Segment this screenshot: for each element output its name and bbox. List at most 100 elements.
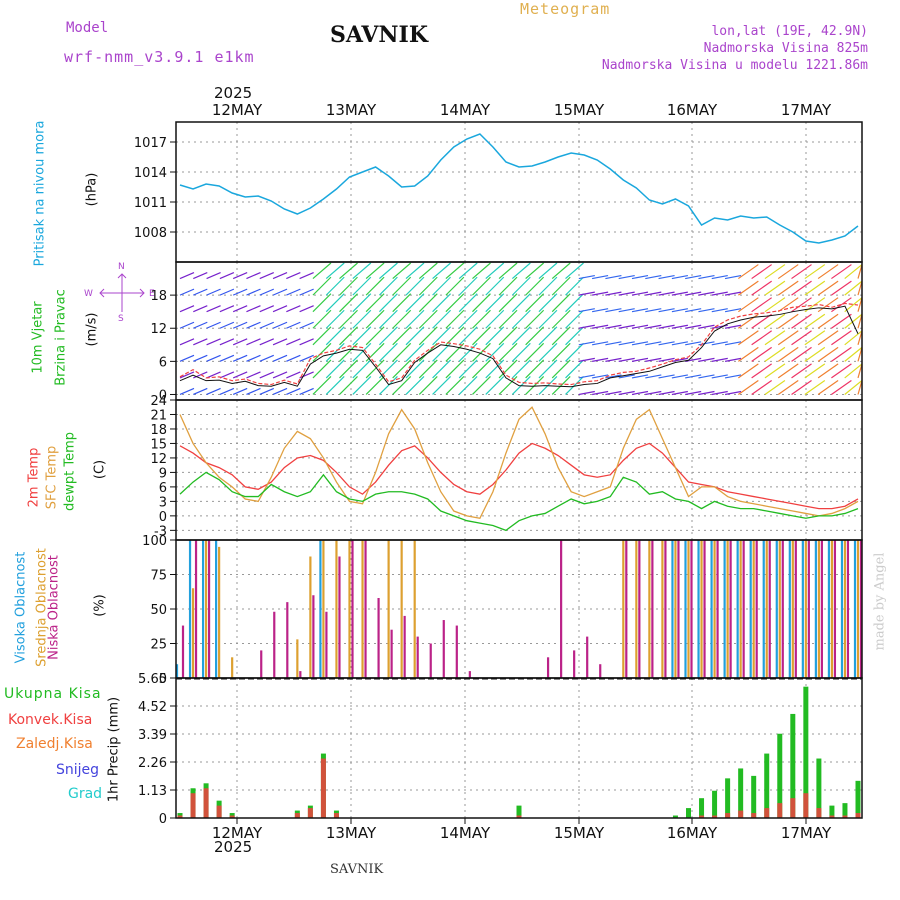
wind-arrow — [193, 321, 208, 329]
wind-arrow — [498, 326, 518, 346]
wind-arrow — [724, 374, 742, 379]
wind-arrow — [325, 309, 345, 329]
wind-arrow — [365, 293, 385, 313]
wind-arrow — [844, 264, 863, 280]
wind-arrow — [365, 276, 385, 296]
wind-arrow — [525, 309, 545, 329]
wind-arrow — [472, 293, 491, 313]
wind-arrow — [551, 326, 571, 346]
x-tick-label-top: 15MAY — [554, 101, 605, 119]
wind-arrow — [751, 313, 772, 329]
wind-arrow — [206, 321, 221, 329]
wind-arrow — [472, 309, 491, 329]
wind-arrow — [312, 376, 332, 395]
wind-arrow — [658, 390, 675, 396]
wind-arrow — [259, 354, 275, 362]
wind-arrow — [392, 262, 412, 280]
wind-arrow — [472, 342, 491, 362]
wind-arrow — [219, 305, 235, 313]
wind-arrow — [551, 376, 571, 395]
wind-arrow — [698, 341, 715, 346]
wind-arrow — [339, 309, 358, 329]
wind-arrow — [418, 326, 438, 346]
wind-arrow — [458, 359, 478, 379]
wind-arrow — [698, 324, 715, 329]
wind-arrow — [658, 374, 675, 379]
wind-arrow — [392, 376, 412, 395]
wind-arrow — [764, 280, 786, 296]
wind-arrow — [525, 326, 545, 346]
y-tick-label: 21 — [150, 408, 167, 423]
wind-arrow — [445, 262, 465, 280]
wind-arrow — [286, 354, 301, 362]
wind-arrow — [565, 376, 584, 395]
conv-precip-bar — [777, 803, 783, 818]
wind-arrow — [578, 291, 595, 296]
wind-arrow — [511, 276, 531, 296]
wind-arrow — [671, 357, 688, 362]
wind-arrow — [724, 274, 742, 280]
wind-arrow — [445, 293, 465, 313]
conv-precip-bar — [751, 813, 757, 818]
wind-arrow — [259, 305, 275, 313]
wind-arrow — [312, 342, 332, 362]
wind-arrow — [844, 280, 863, 296]
wind-arrow — [193, 288, 208, 296]
wind-arrow — [312, 359, 332, 379]
wind-arrow — [472, 276, 491, 296]
wind-arrow — [405, 359, 425, 379]
wind-arrow — [592, 324, 609, 329]
y-tick-label: 1014 — [134, 166, 167, 181]
wind-arrow — [764, 379, 786, 395]
wind-arrow — [764, 313, 786, 329]
wind-arrow — [618, 274, 635, 280]
wind-arrow — [458, 262, 478, 280]
wind-arrow — [219, 371, 235, 379]
wind-arrow — [432, 262, 451, 280]
wind-arrow — [485, 309, 505, 329]
wind-arrow — [831, 264, 852, 280]
lonlat-label: lon,lat (19E, 42.9N) — [711, 24, 868, 39]
wind-arrow — [658, 291, 675, 296]
wind-arrow — [711, 357, 728, 362]
wind-arrow — [378, 326, 398, 346]
wind-arrow — [592, 390, 609, 396]
wind-arrow — [458, 326, 478, 346]
wind-arrow — [232, 305, 248, 313]
wind-arrow — [379, 262, 398, 280]
wind-arrow — [286, 321, 301, 329]
wind-arrow — [352, 293, 372, 313]
wind-arrow — [312, 276, 332, 296]
wind-arrow — [631, 357, 649, 362]
wind-arrow — [432, 326, 452, 346]
wind-arrow — [685, 341, 702, 346]
wind-arrow — [791, 313, 812, 329]
wind-arrow — [551, 293, 571, 313]
wind-arrow — [325, 326, 345, 346]
wind-arrow — [565, 293, 584, 313]
wind-arrow — [206, 371, 221, 379]
y-tick-label: 0 — [159, 672, 167, 687]
wind-arrow — [751, 379, 772, 395]
wind-arrow — [631, 291, 649, 296]
wind-arrow — [392, 326, 412, 346]
wind-arrow — [206, 354, 221, 362]
wind-arrow — [831, 346, 852, 362]
wind-arrow — [525, 359, 545, 379]
wind-arrow — [671, 274, 688, 280]
conv-precip-bar — [190, 793, 196, 818]
wind-arrow — [498, 359, 518, 379]
y-tick-label: 5.65 — [138, 672, 167, 687]
wind-arrow — [259, 338, 275, 346]
wind-arrow — [565, 326, 584, 346]
wind-arrow — [418, 376, 438, 395]
x-tick-label-bottom: 15MAY — [554, 824, 605, 842]
conv-precip-bar — [855, 813, 861, 818]
wind-arrow — [525, 293, 545, 313]
wind-arrow — [631, 390, 649, 396]
y-tick-label: 24 — [150, 394, 167, 409]
y-tick-label: 18 — [150, 289, 167, 304]
y-tick-label: 1011 — [134, 196, 167, 211]
wind-arrow — [458, 276, 478, 296]
